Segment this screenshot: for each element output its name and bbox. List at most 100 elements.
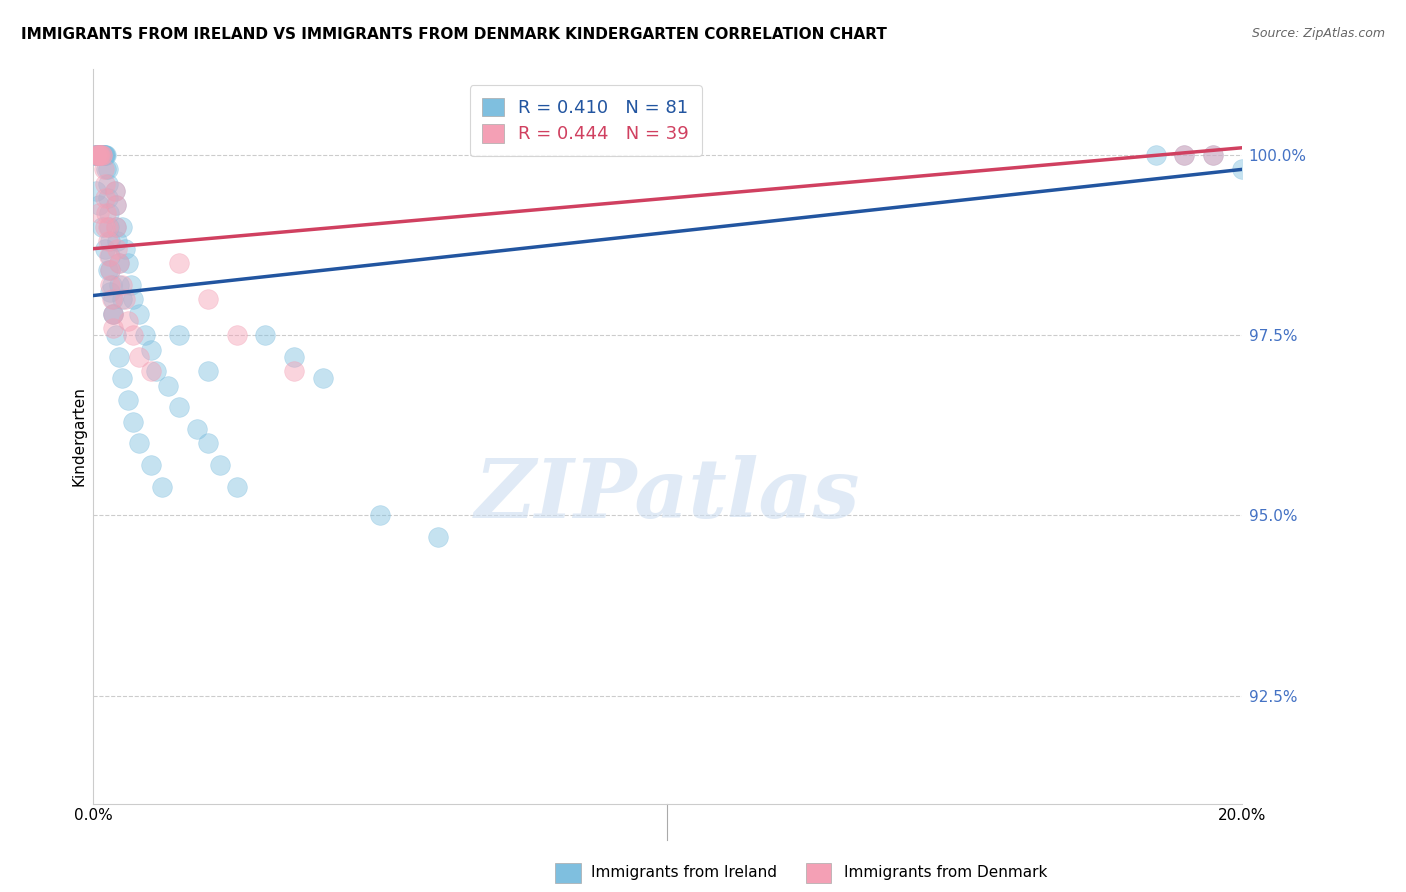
Point [84, 148, 107, 162]
Point [128, 350, 150, 364]
Point [96, 191, 118, 205]
Point [93, 242, 115, 256]
Point [103, 307, 125, 321]
Point [108, 256, 131, 270]
Point [139, 343, 162, 357]
Point [186, 422, 208, 436]
Point [103, 307, 125, 321]
Point [105, 328, 128, 343]
Point [89, 148, 111, 162]
Point [84, 148, 107, 162]
Point [1144, 148, 1167, 162]
Point [103, 321, 125, 335]
Point [1202, 148, 1225, 162]
Point [283, 350, 305, 364]
Point [312, 371, 335, 385]
Point [87, 148, 110, 162]
Point [94, 148, 117, 162]
Point [96, 235, 118, 249]
Point [197, 292, 219, 306]
Point [1202, 148, 1225, 162]
Point [169, 401, 191, 415]
Point [93, 148, 115, 162]
Point [105, 220, 128, 235]
Point [128, 307, 150, 321]
Legend: R = 0.410   N = 81, R = 0.444   N = 39: R = 0.410 N = 81, R = 0.444 N = 39 [470, 85, 702, 156]
Point [96, 177, 118, 191]
Point [254, 328, 277, 343]
Point [426, 530, 449, 544]
Point [122, 415, 145, 429]
Point [90, 148, 112, 162]
Point [108, 256, 131, 270]
Point [90, 148, 112, 162]
Point [94, 205, 117, 219]
Point [87, 148, 110, 162]
Point [103, 292, 125, 306]
Text: Immigrants from Denmark: Immigrants from Denmark [844, 865, 1047, 880]
Point [93, 220, 115, 235]
Point [197, 364, 219, 378]
Point [96, 263, 118, 277]
Point [108, 277, 131, 292]
Point [1173, 148, 1195, 162]
Point [134, 328, 156, 343]
Point [114, 292, 136, 306]
Point [100, 285, 122, 299]
Point [169, 328, 191, 343]
Point [1230, 162, 1253, 177]
Point [84, 148, 107, 162]
Point [150, 479, 173, 493]
Point [108, 350, 131, 364]
Point [117, 392, 139, 407]
Text: ZIPatlas: ZIPatlas [475, 455, 860, 535]
Point [93, 148, 115, 162]
Point [87, 148, 110, 162]
Point [105, 198, 128, 212]
Point [93, 148, 115, 162]
Point [84, 148, 107, 162]
Point [93, 162, 115, 177]
Point [90, 220, 112, 235]
Point [98, 249, 121, 263]
Point [87, 148, 110, 162]
Point [100, 249, 122, 263]
Point [111, 220, 134, 235]
Point [111, 277, 134, 292]
Point [1173, 148, 1195, 162]
Point [100, 292, 122, 306]
Point [122, 292, 145, 306]
Point [87, 148, 110, 162]
Point [122, 328, 145, 343]
Point [197, 436, 219, 450]
Point [87, 148, 110, 162]
Point [87, 148, 110, 162]
Point [139, 364, 162, 378]
Point [156, 378, 179, 392]
Point [100, 277, 122, 292]
Point [100, 277, 122, 292]
Text: Source: ZipAtlas.com: Source: ZipAtlas.com [1251, 27, 1385, 40]
Point [208, 458, 231, 472]
Point [105, 235, 128, 249]
Point [90, 148, 112, 162]
Point [87, 148, 110, 162]
Point [87, 205, 110, 219]
Point [100, 263, 122, 277]
Point [93, 148, 115, 162]
Text: IMMIGRANTS FROM IRELAND VS IMMIGRANTS FROM DENMARK KINDERGARTEN CORRELATION CHAR: IMMIGRANTS FROM IRELAND VS IMMIGRANTS FR… [21, 27, 887, 42]
Point [100, 263, 122, 277]
Point [98, 220, 121, 235]
Point [96, 162, 118, 177]
Point [111, 292, 134, 306]
Point [139, 458, 162, 472]
Point [120, 277, 142, 292]
Text: Immigrants from Ireland: Immigrants from Ireland [591, 865, 776, 880]
Point [98, 205, 121, 219]
Point [105, 198, 128, 212]
Point [84, 148, 107, 162]
Point [96, 220, 118, 235]
Point [225, 328, 247, 343]
Point [145, 364, 167, 378]
Point [105, 242, 128, 256]
